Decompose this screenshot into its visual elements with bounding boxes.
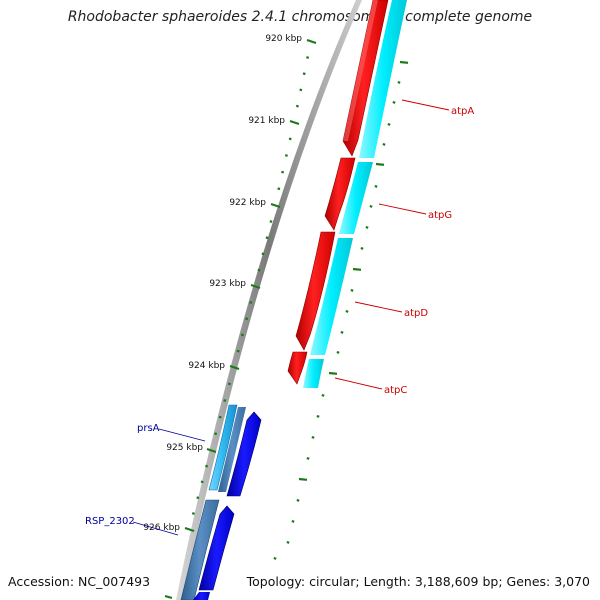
outer-tick-dash	[374, 184, 378, 188]
gene-bottom-blue-arrow	[193, 592, 210, 600]
cds-strip-upper	[218, 407, 246, 492]
label-atpG[interactable]: atpG	[428, 210, 452, 221]
tick-dot	[265, 236, 269, 240]
label-prsA[interactable]: prsA	[137, 423, 160, 434]
tick-922-kbp: 922 kbp	[229, 198, 281, 208]
outer-tick-dash	[328, 371, 338, 375]
outer-tick-dash	[306, 456, 310, 460]
outer-tick-dash	[382, 142, 386, 146]
tick-dot	[227, 382, 231, 386]
tick-dot	[269, 220, 273, 223]
tick-dot	[249, 301, 253, 304]
tick-label-921: 921 kbp	[248, 116, 285, 126]
gene-atpD-arrow	[295, 231, 336, 351]
tick-dot	[306, 56, 310, 59]
outer-tick-dash	[375, 162, 385, 166]
tick-dot	[240, 333, 244, 337]
outer-tick-dash	[336, 350, 340, 354]
gene-labels: atpA atpG atpD atpC prsA RSP_2302	[85, 99, 474, 536]
gene-atpG-arrow	[324, 157, 356, 231]
outer-tick-dash	[350, 288, 354, 292]
gene-atpC-arrow	[287, 351, 308, 385]
gene-track-red	[287, 0, 389, 385]
outer-tick-dash	[369, 204, 373, 208]
tick-label-924: 924 kbp	[188, 361, 225, 371]
tick-label-923: 923 kbp	[209, 279, 246, 289]
tick-dot	[200, 480, 204, 484]
tick-dot	[257, 268, 261, 272]
tick-dot	[218, 415, 222, 419]
accession-label: Accession: NC_007493	[8, 574, 151, 589]
gene-lower-blue-arrow	[198, 505, 235, 591]
cds-track-cyan	[303, 0, 407, 388]
outer-tick-dash	[360, 246, 364, 250]
outer-tick-dash	[399, 60, 409, 64]
cds-prsA	[208, 404, 238, 491]
gene-track-blue	[180, 404, 262, 600]
tick-925-kbp: 925 kbp	[166, 443, 217, 453]
cds-atpD	[310, 238, 353, 355]
gene-upper-blue-arrow	[226, 411, 262, 497]
tick-dot	[277, 187, 281, 191]
cds-atpC	[303, 359, 324, 388]
outer-tick-dash	[345, 309, 349, 313]
tick-dot	[205, 464, 209, 468]
outer-tick-dash	[392, 100, 396, 104]
tick-dot	[223, 399, 227, 402]
tick-dot	[299, 88, 303, 92]
outer-tick-dash	[321, 393, 325, 397]
tick-dot	[261, 252, 265, 256]
outer-tick-dash	[273, 556, 277, 560]
outer-tick-dash	[291, 519, 295, 523]
cds-RSP_2302	[180, 499, 220, 600]
cds-atpG	[339, 162, 373, 234]
tick-924-kbp: 924 kbp	[188, 361, 240, 371]
tick-label-920: 920 kbp	[265, 34, 302, 44]
tick-923-kbp: 923 kbp	[209, 279, 261, 289]
outer-tick-dash	[316, 414, 320, 418]
tick-marks: 920 kbp 921 kbp 922 kbp 923 kbp 924 kbp …	[143, 34, 317, 533]
outer-tick-dashes	[273, 60, 409, 560]
label-atpC[interactable]: atpC	[384, 385, 407, 396]
tick-dot	[302, 72, 306, 76]
genome-backbone	[176, 0, 362, 600]
tick-label-926: 926 kbp	[143, 523, 180, 533]
label-RSP_2302[interactable]: RSP_2302	[85, 516, 135, 527]
tick-dot	[288, 137, 292, 141]
map-title: Rhodobacter sphaeroides 2.4.1 chromosome…	[67, 9, 533, 25]
outer-tick-dash	[296, 498, 300, 502]
outer-tick-dash	[311, 435, 315, 439]
outer-tick-dash	[365, 225, 369, 229]
tick-dots	[191, 56, 310, 515]
label-atpD[interactable]: atpD	[404, 308, 428, 319]
tick-dot	[236, 349, 240, 353]
tick-dot	[196, 496, 200, 500]
outer-tick-dash	[352, 267, 362, 271]
outer-tick-dash	[286, 540, 290, 544]
tick-label-922: 922 kbp	[229, 198, 266, 208]
tick-dot	[191, 512, 195, 515]
tick-921-kbp: 921 kbp	[248, 116, 300, 126]
label-atpA[interactable]: atpA	[451, 106, 474, 117]
tick-label-925: 925 kbp	[166, 443, 203, 453]
genome-summary: Topology: circular; Length: 3,188,609 bp…	[246, 574, 590, 589]
tick-dot	[245, 317, 249, 321]
cds-atpA	[359, 0, 407, 158]
tick-dot	[284, 154, 288, 157]
tick-dot	[281, 170, 285, 174]
outer-tick-dash	[298, 477, 308, 481]
tick-920-kbp: 920 kbp	[265, 34, 317, 44]
outer-tick-dash	[340, 330, 344, 334]
tick-dot	[164, 595, 173, 599]
outer-tick-dash	[387, 122, 391, 126]
outer-tick-dash	[397, 80, 401, 84]
tick-dot	[214, 432, 218, 436]
tick-926-kbp: 926 kbp	[143, 523, 195, 533]
tick-dot	[295, 104, 299, 108]
